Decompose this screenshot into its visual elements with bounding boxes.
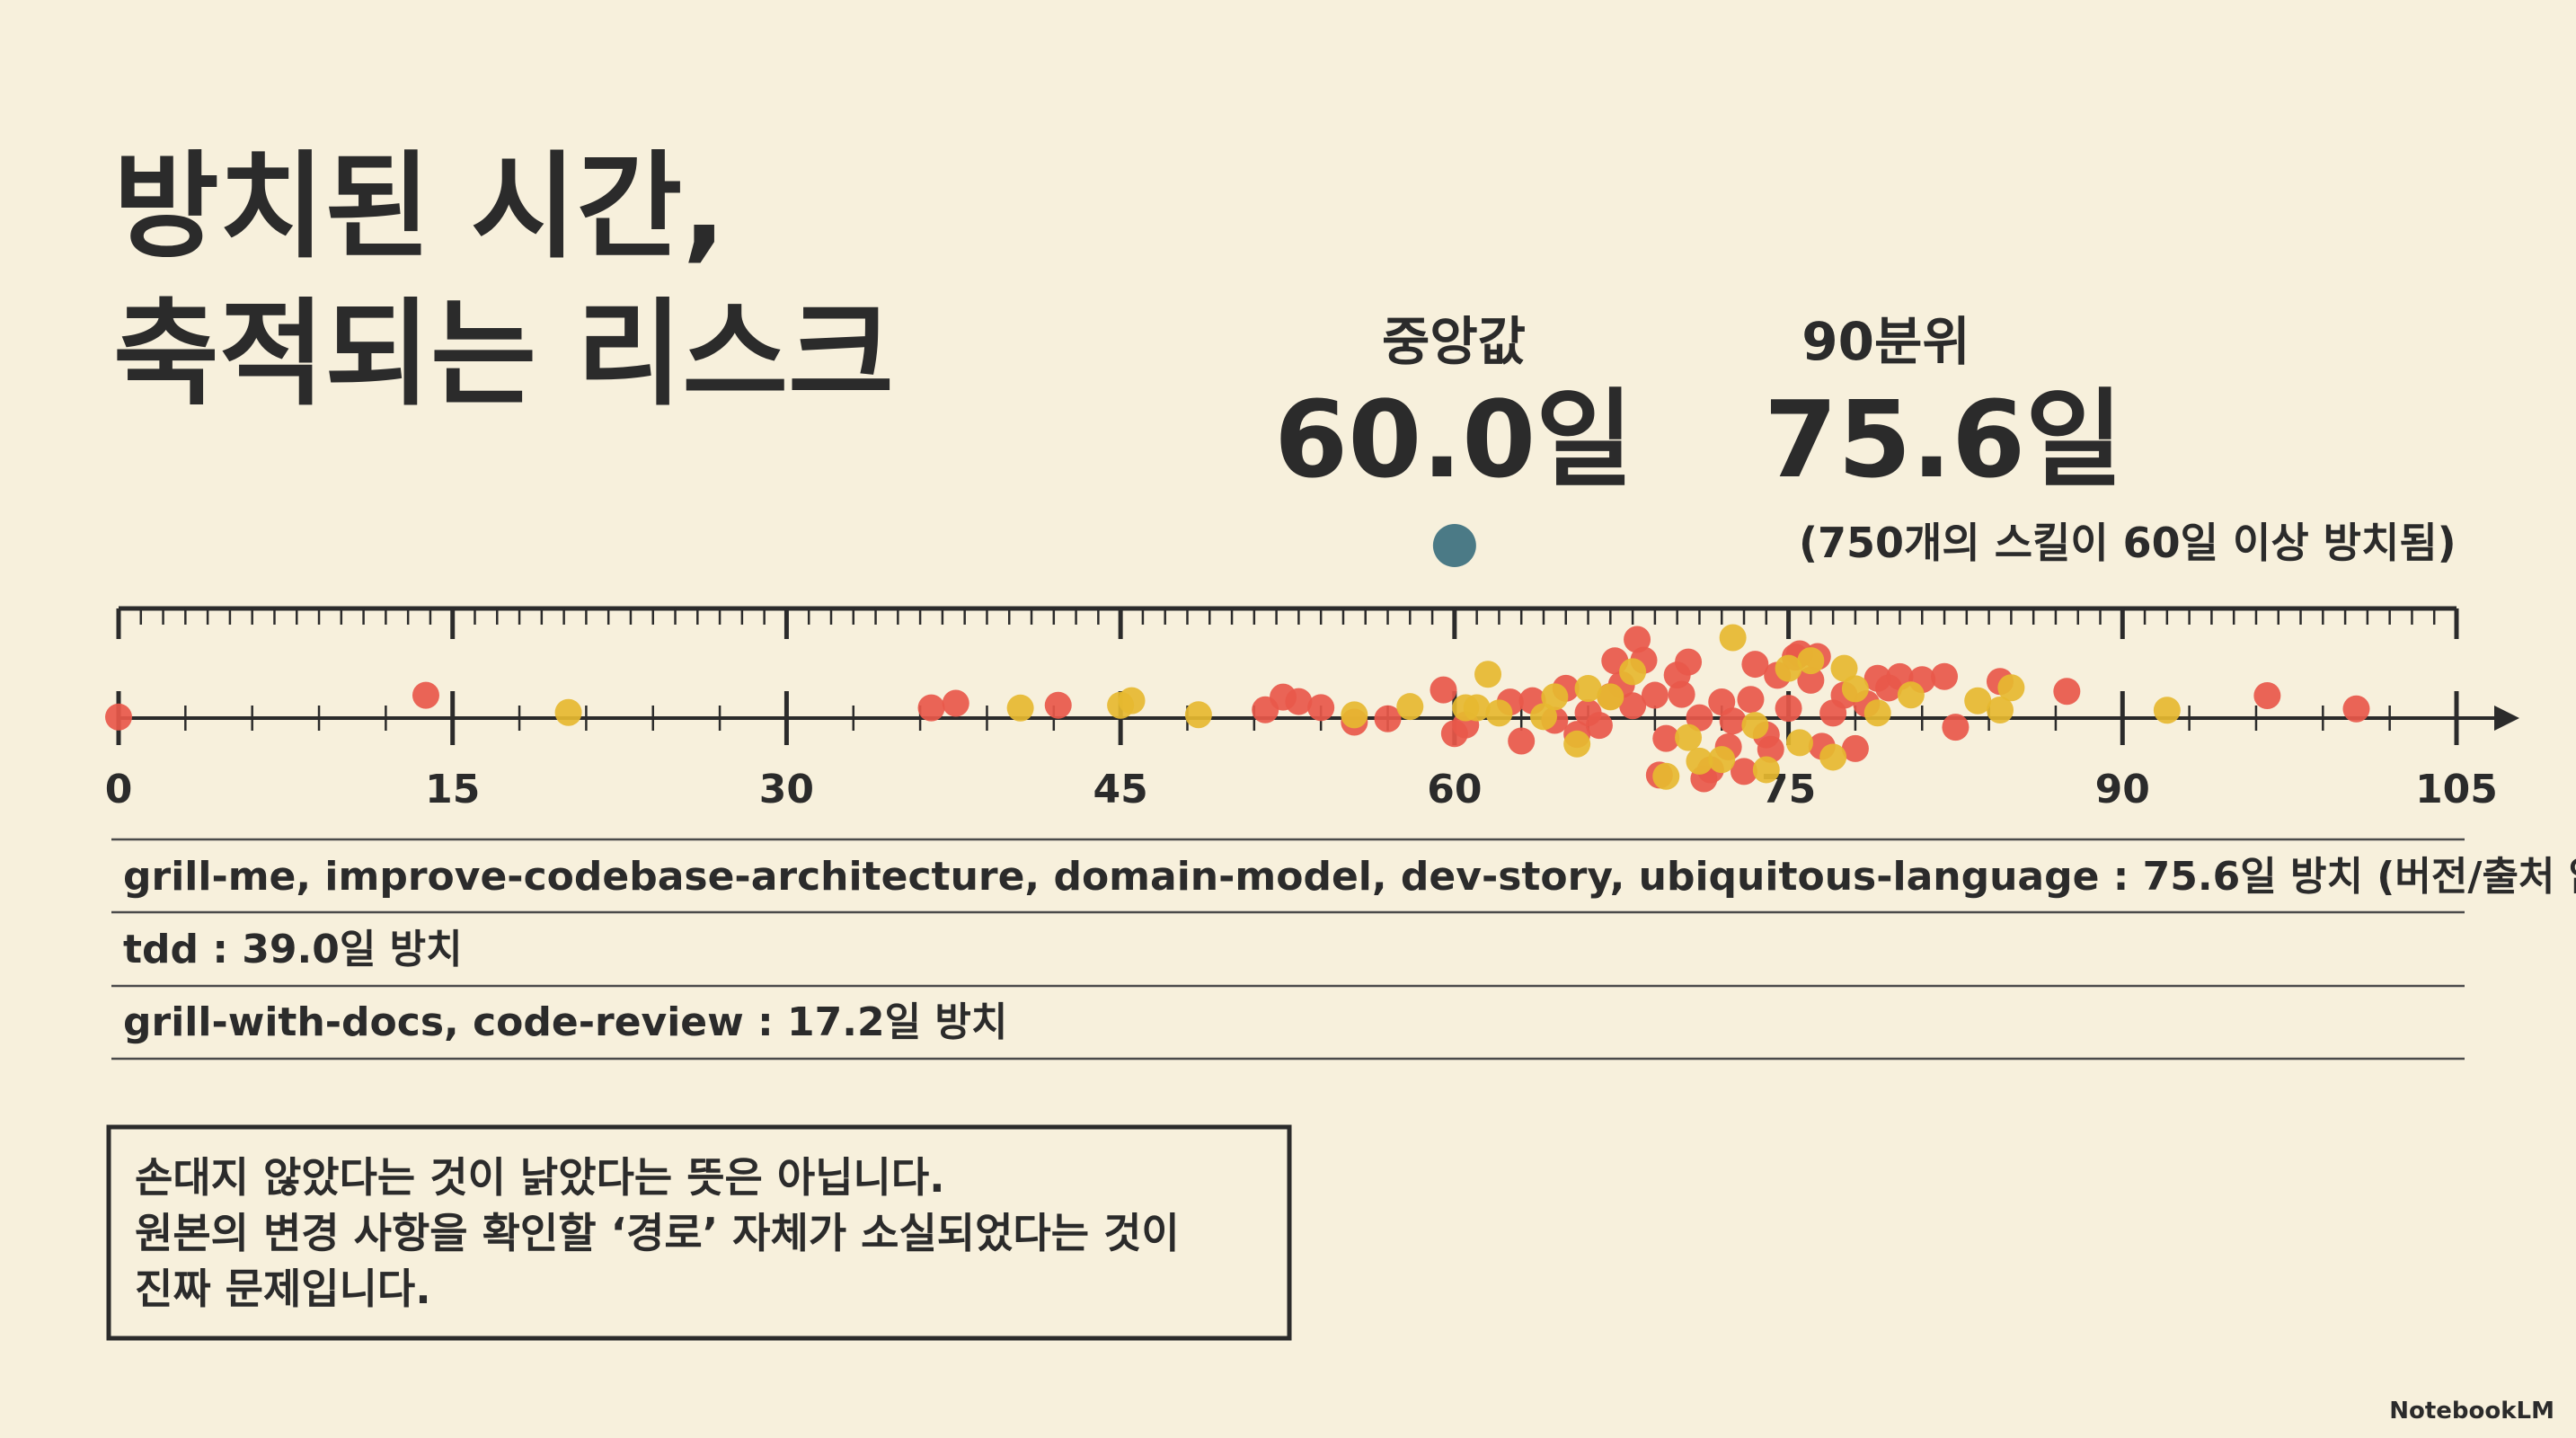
data-dot — [1964, 687, 1992, 715]
data-dot — [2342, 695, 2370, 723]
row-text: grill-with-docs, code-review : 17.2일 방치 — [123, 999, 1007, 1045]
x-tick-label: 30 — [759, 767, 814, 812]
data-dot — [1797, 647, 1825, 675]
x-tick-label: 60 — [1427, 767, 1482, 812]
median-name: 중앙값 — [1382, 311, 1526, 372]
data-dot — [1731, 758, 1758, 786]
data-dot — [1675, 648, 1703, 676]
data-dot — [1285, 688, 1313, 715]
data-dot — [1619, 658, 1647, 686]
callout-line: 진짜 문제입니다. — [135, 1265, 431, 1313]
data-dot — [412, 681, 439, 709]
data-dot — [1997, 674, 2025, 702]
footer: NotebookLM — [2389, 1398, 2554, 1425]
data-dot — [1741, 712, 1769, 740]
data-dot — [1931, 662, 1959, 690]
data-dot — [105, 703, 132, 731]
data-dot — [1841, 675, 1869, 703]
data-dot — [1737, 686, 1765, 714]
data-dot — [1785, 729, 1813, 757]
data-dot — [1006, 694, 1034, 722]
row-text: grill-me, improve-codebase-architecture,… — [123, 854, 2576, 900]
data-dot — [1652, 724, 1680, 752]
x-tick-label: 105 — [2415, 767, 2498, 812]
median-label: 60.0일 — [1274, 377, 1633, 502]
data-dot — [1686, 704, 1713, 732]
data-dot — [1708, 746, 1736, 774]
median-dot — [1432, 524, 1476, 567]
data-dot — [1797, 666, 1825, 694]
data-dot — [1374, 705, 1402, 732]
data-dot — [917, 694, 945, 722]
callout-line: 손대지 않았다는 것이 낡았다는 뜻은 아닙니다. — [135, 1153, 945, 1202]
data-dot — [1541, 683, 1569, 711]
x-tick-label: 90 — [2095, 767, 2150, 812]
data-dot — [1942, 714, 1970, 741]
data-dot — [1430, 676, 1457, 704]
title-line: 방치된 시간, — [113, 140, 726, 274]
data-dot — [1652, 762, 1680, 790]
callout-box — [106, 1124, 1292, 1341]
data-dot — [1585, 712, 1613, 740]
data-dot — [1574, 674, 1602, 702]
data-dot — [1752, 756, 1780, 784]
data-dot — [1719, 624, 1747, 652]
data-dot — [1830, 654, 1858, 682]
data-dot — [1841, 734, 1869, 762]
data-dot — [1508, 727, 1536, 755]
row-text: tdd : 39.0일 방치 — [123, 927, 463, 972]
data-dot — [1675, 723, 1703, 751]
data-dot — [1757, 735, 1784, 763]
data-dot — [1619, 692, 1647, 720]
data-dot — [1563, 730, 1591, 758]
x-tick-label: 0 — [105, 767, 133, 812]
data-dot — [1863, 699, 1891, 727]
data-dot — [2053, 678, 2081, 706]
data-dot — [1819, 743, 1847, 771]
data-dot — [1474, 661, 1502, 688]
data-dot — [1044, 691, 1072, 719]
axis-arrow — [2494, 706, 2519, 731]
data-dot — [1897, 681, 1925, 709]
p90-label: 75.6일 — [1764, 377, 2123, 502]
data-dot — [554, 698, 582, 726]
rows: grill-me, improve-codebase-architecture,… — [111, 838, 2576, 1061]
data-dot — [1597, 683, 1624, 711]
title-line: 축적되는 리스크 — [113, 288, 894, 422]
x-tick-label: 15 — [425, 767, 480, 812]
data-dot — [1719, 707, 1747, 735]
data-dot — [1741, 651, 1769, 679]
data-dot — [1668, 680, 1695, 708]
data-dot — [1341, 701, 1368, 729]
note: (750개의 스킬이 60일 이상 방치됨) — [1799, 519, 2456, 567]
p90-name: 90분위 — [1801, 311, 1970, 372]
data-dot — [1686, 747, 1713, 775]
data-dot — [1118, 687, 1146, 715]
data-dot — [1396, 693, 1424, 721]
data-dot — [942, 689, 969, 717]
data-dot — [1529, 703, 1557, 731]
callout-line: 원본의 변경 사항을 확인할 ‘경로’ 자체가 소실되었다는 것이 — [135, 1209, 1180, 1257]
data-dot — [1307, 694, 1335, 722]
data-dot — [1775, 695, 1802, 723]
data-dot — [1463, 694, 1491, 722]
data-dot — [1485, 699, 1513, 727]
data-dot — [1624, 626, 1651, 653]
data-dot — [1775, 654, 1802, 682]
data-dot — [2153, 697, 2181, 724]
x-tick-label: 45 — [1093, 767, 1148, 812]
data-dot — [1184, 701, 1212, 729]
data-dot — [1986, 697, 2014, 724]
data-dot — [1641, 681, 1669, 709]
data-dot — [2253, 682, 2281, 710]
